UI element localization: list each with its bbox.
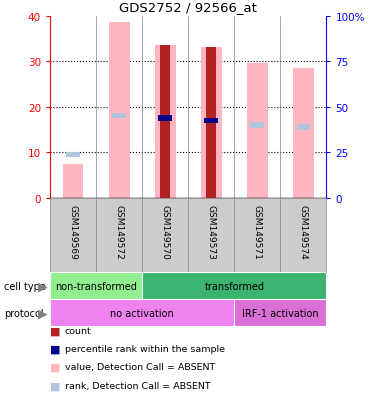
- Text: transformed: transformed: [204, 281, 265, 291]
- Text: GSM149573: GSM149573: [207, 204, 216, 259]
- Text: non-transformed: non-transformed: [55, 281, 137, 291]
- Bar: [112, 114, 126, 119]
- Text: GSM149571: GSM149571: [253, 204, 262, 259]
- Bar: [250, 123, 264, 128]
- Bar: [204, 118, 218, 124]
- Text: GSM149572: GSM149572: [115, 204, 124, 259]
- Text: ▶: ▶: [38, 280, 47, 292]
- Text: count: count: [65, 326, 92, 335]
- Bar: [66, 152, 80, 158]
- Bar: [63, 164, 83, 198]
- Bar: [234, 299, 326, 326]
- Text: GSM149570: GSM149570: [161, 204, 170, 259]
- Title: GDS2752 / 92566_at: GDS2752 / 92566_at: [119, 1, 257, 14]
- Text: ■: ■: [50, 362, 60, 372]
- Text: no activation: no activation: [110, 308, 174, 318]
- Bar: [247, 64, 268, 198]
- Bar: [142, 273, 326, 299]
- Bar: [109, 24, 129, 198]
- Text: IRF-1 activation: IRF-1 activation: [242, 308, 319, 318]
- Text: ■: ■: [50, 325, 60, 335]
- Bar: [50, 273, 142, 299]
- Bar: [201, 48, 222, 198]
- Bar: [293, 69, 314, 198]
- Text: ▶: ▶: [38, 306, 47, 319]
- Text: GSM149574: GSM149574: [299, 204, 308, 259]
- Bar: [296, 125, 311, 131]
- Text: GSM149569: GSM149569: [69, 204, 78, 259]
- Bar: [206, 48, 216, 198]
- Bar: [158, 116, 172, 121]
- Text: ■: ■: [50, 344, 60, 354]
- Text: cell type: cell type: [4, 281, 46, 291]
- Text: protocol: protocol: [4, 308, 43, 318]
- Bar: [160, 46, 170, 198]
- Text: value, Detection Call = ABSENT: value, Detection Call = ABSENT: [65, 363, 215, 372]
- Bar: [155, 46, 175, 198]
- Text: ■: ■: [50, 380, 60, 390]
- Text: percentile rank within the sample: percentile rank within the sample: [65, 344, 225, 353]
- Text: rank, Detection Call = ABSENT: rank, Detection Call = ABSENT: [65, 381, 211, 390]
- Bar: [50, 299, 234, 326]
